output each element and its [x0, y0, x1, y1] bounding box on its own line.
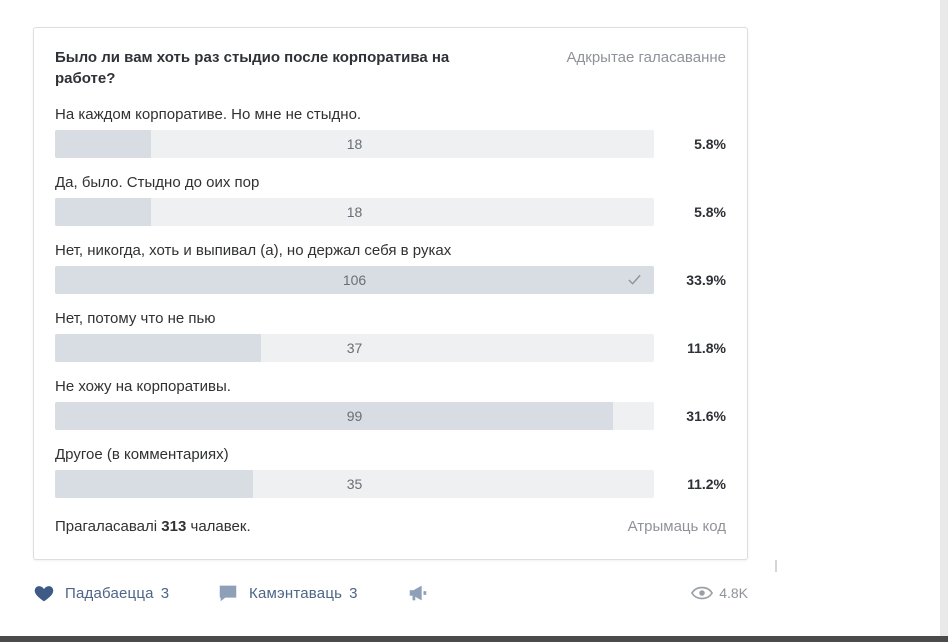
answer-bar: 18: [55, 130, 654, 158]
answer-label: Не хожу на корпоративы.: [55, 377, 231, 397]
answer-label: Другое (в комментариях): [55, 445, 229, 465]
poll-answer[interactable]: На каждом корпоративе. Но мне не стыдно.…: [55, 105, 726, 169]
answer-percent: 31.6%: [686, 402, 726, 430]
poll-answer[interactable]: Другое (в комментариях) 35 11.2%: [55, 445, 726, 509]
votes-summary: Прагаласавалі 313 чалавек.: [55, 518, 251, 535]
answer-label: Нет, потому что не пью: [55, 309, 216, 329]
like-button[interactable]: Падабаецца 3: [33, 578, 169, 608]
answer-vote-count: 18: [55, 198, 654, 226]
answer-label: Нет, никогда, хоть и выпивал (а), но дер…: [55, 241, 451, 261]
answer-vote-count: 18: [55, 130, 654, 158]
comment-label: Камэнтаваць: [249, 585, 342, 602]
poll-answer[interactable]: Нет, потому что не пью 37 11.8%: [55, 309, 726, 373]
megaphone-icon: [407, 582, 429, 604]
image-frame-right: [940, 0, 948, 642]
answer-bar: 99: [55, 402, 654, 430]
answer-percent: 11.2%: [687, 470, 726, 498]
image-frame-bottom: [0, 636, 948, 642]
answer-percent: 5.8%: [694, 198, 726, 226]
heart-icon: [33, 582, 55, 604]
answer-bar: 106: [55, 266, 654, 294]
like-count: 3: [161, 585, 170, 602]
answer-vote-count: 99: [55, 402, 654, 430]
answer-bar: 37: [55, 334, 654, 362]
answer-percent: 11.8%: [687, 334, 726, 362]
poll-answer[interactable]: Нет, никогда, хоть и выпивал (а), но дер…: [55, 241, 726, 305]
answer-bar: 18: [55, 198, 654, 226]
answer-label: Да, было. Стыдно до оих пор: [55, 173, 259, 193]
checkmark-icon: [627, 272, 642, 287]
views-count: 4.8K: [719, 585, 748, 601]
poll-answer[interactable]: Не хожу на корпоративы. 99 31.6%: [55, 377, 726, 441]
answer-vote-count: 37: [55, 334, 654, 362]
share-button[interactable]: [407, 578, 439, 608]
answer-bar: 35: [55, 470, 654, 498]
answer-percent: 33.9%: [686, 266, 726, 294]
poll-type-label: Адкрытае галасаванне: [567, 47, 726, 68]
like-label: Падабаецца: [65, 585, 154, 602]
votes-suffix: чалавек.: [191, 518, 251, 535]
comment-button[interactable]: Камэнтаваць 3: [217, 578, 358, 608]
poll-answer[interactable]: Да, было. Стыдно до оих пор 18 5.8%: [55, 173, 726, 237]
get-code-link[interactable]: Атрымаць код: [628, 518, 726, 535]
poll-question: Было ли вам хоть раз стыдио после корпор…: [55, 47, 505, 89]
answer-percent: 5.8%: [694, 130, 726, 158]
divider-tick: [775, 560, 777, 572]
votes-count: 313: [161, 518, 186, 535]
comment-count: 3: [349, 585, 358, 602]
post-actions: Падабаецца 3 Камэнтаваць 3 4.8K: [33, 578, 748, 608]
answer-label: На каждом корпоративе. Но мне не стыдно.: [55, 105, 361, 125]
comment-icon: [217, 582, 239, 604]
views-counter: 4.8K: [691, 578, 748, 608]
eye-icon: [691, 586, 713, 600]
poll-card: Было ли вам хоть раз стыдио после корпор…: [33, 27, 748, 560]
answer-vote-count: 35: [55, 470, 654, 498]
votes-prefix: Прагаласавалі: [55, 518, 157, 535]
answer-vote-count: 106: [55, 266, 654, 294]
